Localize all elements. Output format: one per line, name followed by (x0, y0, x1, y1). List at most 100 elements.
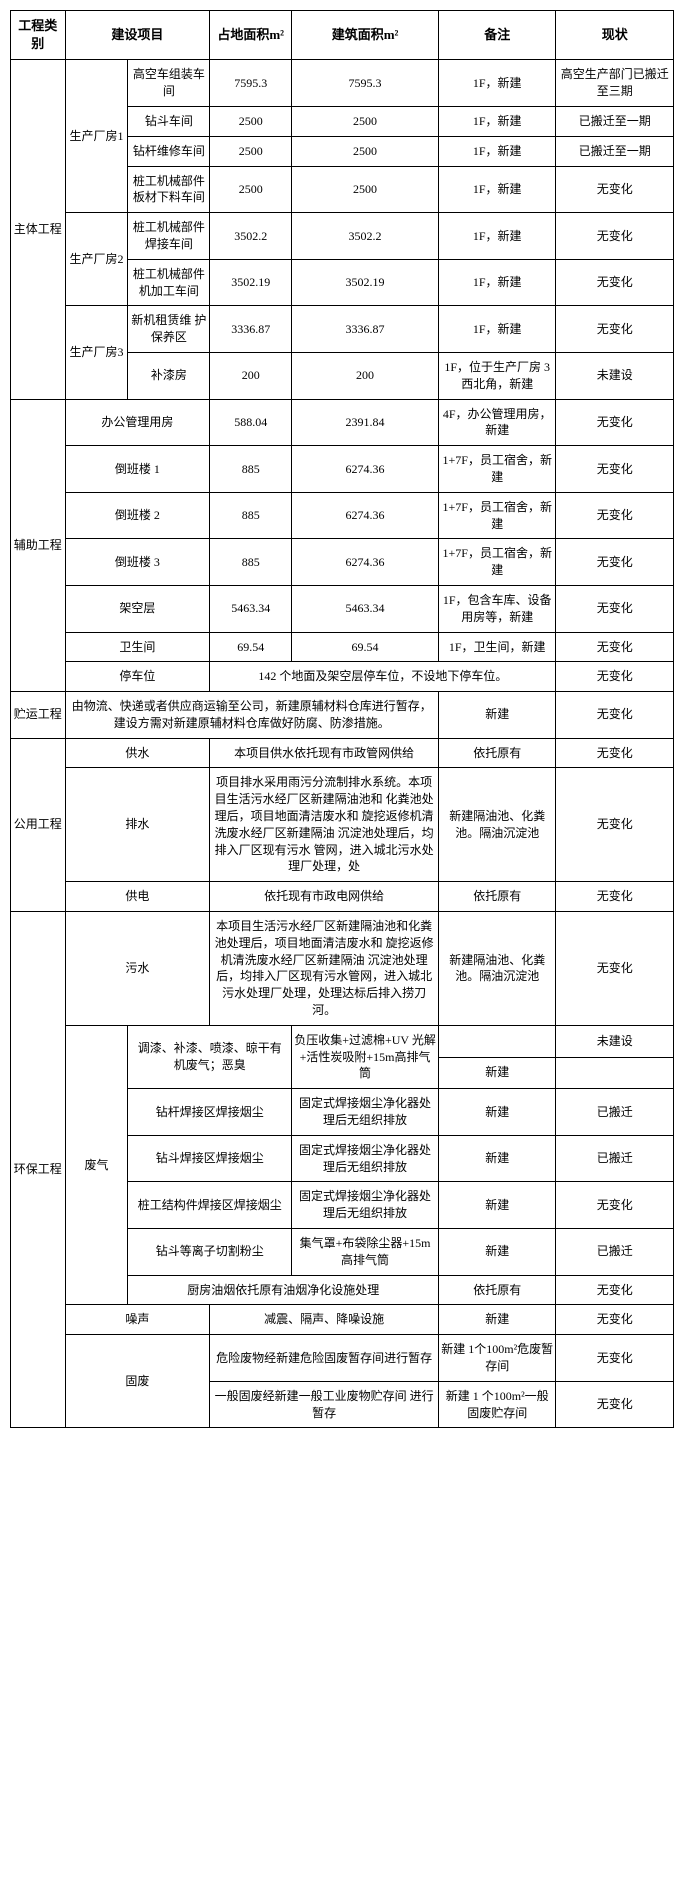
scf2: 生产厂房2 (65, 213, 128, 306)
cell: 已搬迁 (556, 1089, 674, 1136)
cell: 3336.87 (210, 306, 292, 353)
cell: 1F，新建 (438, 306, 555, 353)
cell: 6274.36 (292, 539, 439, 586)
cell: 高空车组装车间 (128, 60, 210, 107)
cell: 依托现有市政电网供给 (210, 882, 439, 912)
cell: 新建 (438, 692, 555, 739)
cell: 3502.2 (210, 213, 292, 260)
table-row: 噪声 减震、隔声、降噪设施 新建 无变化 (11, 1305, 674, 1335)
cell: 补漆房 (128, 352, 210, 399)
cell: 无变化 (556, 692, 674, 739)
cell: 6274.36 (292, 492, 439, 539)
cell: 倒班楼 3 (65, 539, 210, 586)
cell: 885 (210, 446, 292, 493)
cell: 桩工结构件焊接区焊接烟尘 (128, 1182, 292, 1229)
cat-zy: 贮运工程 (11, 692, 66, 739)
cell: 减震、隔声、降噪设施 (210, 1305, 439, 1335)
cell: 无变化 (556, 662, 674, 692)
cell: 供水 (65, 738, 210, 768)
cell: 卫生间 (65, 632, 210, 662)
cell: 新建 (438, 1305, 555, 1335)
table-row: 废气 调漆、补漆、喷漆、晾干有 机废气；恶臭 负压收集+过滤棉+UV 光解+活性… (11, 1025, 674, 1057)
cell: 噪声 (65, 1305, 210, 1335)
cell: 无变化 (556, 1335, 674, 1382)
cell: 2500 (210, 106, 292, 136)
cell: 已搬迁 (556, 1135, 674, 1182)
cell: 142 个地面及架空层停车位，不设地下停车位。 (210, 662, 556, 692)
cat-fz: 辅助工程 (11, 399, 66, 692)
scf1: 生产厂房1 (65, 60, 128, 213)
cell: 依托原有 (438, 882, 555, 912)
cell: 1F，位于生产厂房 3西北角，新建 (438, 352, 555, 399)
cell: 依托原有 (438, 738, 555, 768)
cell: 钻斗等离子切割粉尘 (128, 1229, 292, 1276)
cell: 无变化 (556, 1381, 674, 1428)
cell: 新建 (438, 1182, 555, 1229)
cell: 1F，新建 (438, 213, 555, 260)
cell: 无变化 (556, 306, 674, 353)
cell: 200 (210, 352, 292, 399)
h1: 工程类别 (11, 11, 66, 60)
cell: 新机租赁维 护保养区 (128, 306, 210, 353)
cell: 1F，新建 (438, 60, 555, 107)
cell: 6274.36 (292, 446, 439, 493)
table-row: 供电 依托现有市政电网供给 依托原有 无变化 (11, 882, 674, 912)
cell: 无变化 (556, 768, 674, 882)
table-row: 倒班楼 1 885 6274.36 1+7F，员工宿舍，新建 无变化 (11, 446, 674, 493)
cell: 7595.3 (292, 60, 439, 107)
table-row: 贮运工程 由物流、快递或者供应商运输至公司，新建原辅材料仓库进行暂存，建设方需对… (11, 692, 674, 739)
table-row: 停车位 142 个地面及架空层停车位，不设地下停车位。 无变化 (11, 662, 674, 692)
cell: 无变化 (556, 446, 674, 493)
cell: 固定式焊接烟尘净化器处理后无组织排放 (292, 1182, 439, 1229)
cell: 桩工机械部件焊接车间 (128, 213, 210, 260)
cell: 3502.19 (210, 259, 292, 306)
cell: 2500 (292, 106, 439, 136)
cell: 已搬迁 (556, 1229, 674, 1276)
cell: 已搬迁至一期 (556, 106, 674, 136)
cell (556, 1057, 674, 1089)
cell: 危险废物经新建危险固废暂存间进行暂存 (210, 1335, 439, 1382)
cell: 已搬迁至一期 (556, 136, 674, 166)
cell: 无变化 (556, 213, 674, 260)
table-row: 生产厂房2 桩工机械部件焊接车间 3502.2 3502.2 1F，新建 无变化 (11, 213, 674, 260)
cell: 项目排水采用雨污分流制排水系统。本项目生活污水经厂区新建隔油池和 化粪池处理后，… (210, 768, 439, 882)
cell: 无变化 (556, 1275, 674, 1305)
cell: 3502.19 (292, 259, 439, 306)
cell: 排水 (65, 768, 210, 882)
table-row: 公用工程 供水 本项目供水依托现有市政管网供给 依托原有 无变化 (11, 738, 674, 768)
cell: 钻杆维修车间 (128, 136, 210, 166)
cell: 未建设 (556, 352, 674, 399)
cell: 污水 (65, 912, 210, 1026)
table-row: 倒班楼 3 885 6274.36 1+7F，员工宿舍，新建 无变化 (11, 539, 674, 586)
h6: 现状 (556, 11, 674, 60)
cell: 7595.3 (210, 60, 292, 107)
cell: 无变化 (556, 166, 674, 213)
cell: 固定式焊接烟尘净化器处理后无组织排放 (292, 1089, 439, 1136)
cat-zt: 主体工程 (11, 60, 66, 399)
cell: 1+7F，员工宿舍，新建 (438, 446, 555, 493)
cell: 新建隔油池、化粪池。隔油沉淀池 (438, 912, 555, 1026)
cell: 一般固废经新建一般工业废物贮存间 进行暂存 (210, 1381, 439, 1428)
cell: 1+7F，员工宿舍，新建 (438, 539, 555, 586)
header-row: 工程类别 建设项目 占地面积m² 建筑面积m² 备注 现状 (11, 11, 674, 60)
cell: 1F，卫生间，新建 (438, 632, 555, 662)
cell: 供电 (65, 882, 210, 912)
table-row: 辅助工程 办公管理用房 588.04 2391.84 4F，办公管理用房，新建 … (11, 399, 674, 446)
cell: 4F，办公管理用房，新建 (438, 399, 555, 446)
table-row: 架空层 5463.34 5463.34 1F，包含车库、设备用房等，新建 无变化 (11, 585, 674, 632)
cell: 高空生产部门已搬迁至三期 (556, 60, 674, 107)
cell: 885 (210, 539, 292, 586)
table-row: 倒班楼 2 885 6274.36 1+7F，员工宿舍，新建 无变化 (11, 492, 674, 539)
cell: 2500 (210, 166, 292, 213)
cell: 无变化 (556, 738, 674, 768)
cell: 1F，包含车库、设备用房等，新建 (438, 585, 555, 632)
cell: 5463.34 (292, 585, 439, 632)
gf: 固废 (65, 1335, 210, 1428)
cell: 588.04 (210, 399, 292, 446)
cell (438, 1025, 555, 1057)
cell: 停车位 (65, 662, 210, 692)
cell: 5463.34 (210, 585, 292, 632)
cell: 新建 (438, 1229, 555, 1276)
cell: 无变化 (556, 912, 674, 1026)
cell: 新建 (438, 1089, 555, 1136)
